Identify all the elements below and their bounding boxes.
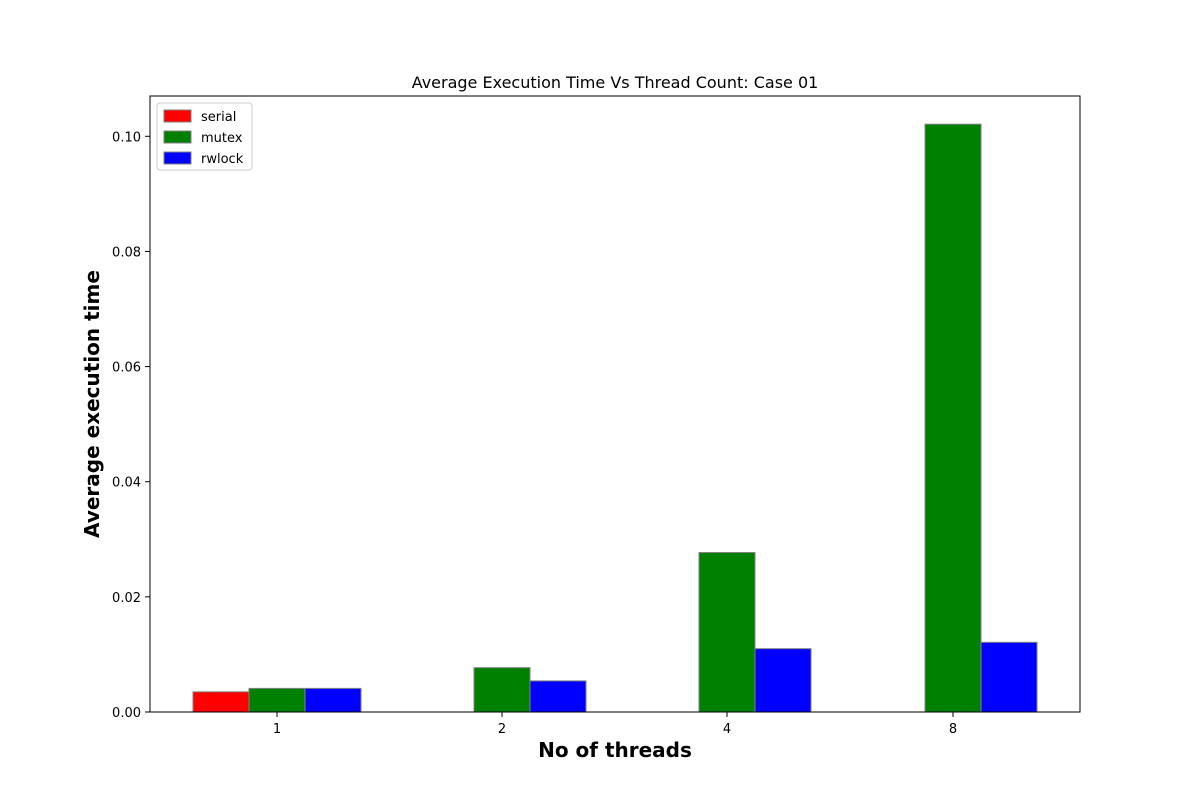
x-axis-ticks: 1 2 4 8 (273, 712, 957, 737)
legend-swatch-mutex (163, 130, 192, 144)
y-tick-label: 0.04 (112, 476, 141, 491)
bar-mutex-4 (698, 552, 756, 713)
y-tick-label: 0.08 (112, 245, 141, 260)
y-axis-ticks: 0.00 0.02 0.04 0.06 0.08 0.10 (112, 130, 150, 721)
bars-layer (192, 123, 1038, 713)
bar-rwlock-2 (529, 680, 587, 713)
y-tick-label: 0.02 (112, 591, 141, 606)
bar-mutex-1 (248, 687, 306, 713)
legend-label-mutex: mutex (201, 131, 243, 146)
chart-title: Average Execution Time Vs Thread Count: … (412, 73, 819, 92)
bar-rwlock-8 (980, 641, 1038, 713)
bar-mutex-8 (924, 123, 982, 713)
bar-rwlock-4 (754, 648, 812, 713)
x-axis-label: No of threads (538, 738, 692, 762)
legend-swatch-serial (163, 109, 192, 123)
x-tick-label: 1 (273, 722, 281, 737)
y-tick-label: 0.10 (112, 130, 141, 145)
legend-label-rwlock: rwlock (201, 152, 244, 167)
y-tick-label: 0.00 (112, 706, 141, 721)
x-tick-label: 4 (723, 722, 731, 737)
y-tick-label: 0.06 (112, 361, 141, 376)
legend: serial mutex rwlock (156, 102, 253, 171)
x-tick-label: 8 (949, 722, 957, 737)
legend-swatch-rwlock (163, 151, 192, 165)
plot-area-frame (149, 95, 1081, 713)
y-axis-label: Average execution time (80, 270, 104, 538)
legend-label-serial: serial (201, 110, 236, 125)
bar-mutex-2 (473, 667, 531, 713)
bar-rwlock-1 (304, 687, 362, 713)
bar-serial-1 (192, 691, 250, 713)
x-tick-label: 2 (498, 722, 506, 737)
